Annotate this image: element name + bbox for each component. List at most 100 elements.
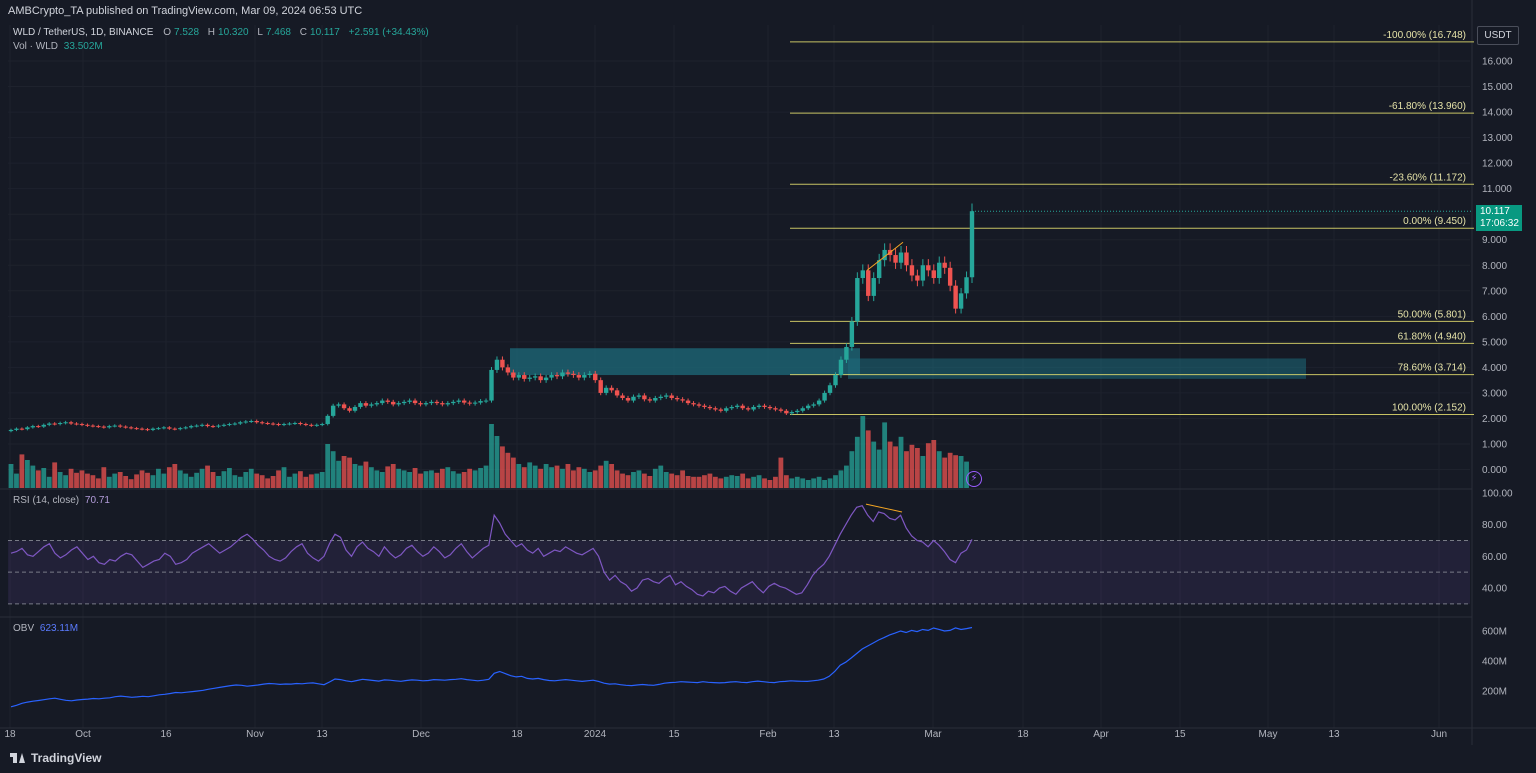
volume-bar — [598, 465, 604, 488]
candle-body — [838, 359, 844, 376]
volume-bar — [429, 470, 434, 488]
volume-bar — [914, 448, 920, 488]
candle-body — [418, 403, 423, 405]
volume-bar — [68, 468, 74, 488]
candle-body — [243, 421, 248, 423]
volume-bar — [254, 473, 260, 488]
volume-bar — [898, 436, 904, 488]
volume-bar — [259, 475, 265, 488]
volume-bar — [172, 464, 178, 488]
candle-body — [68, 422, 74, 424]
x-tick-label: 18 — [511, 729, 523, 740]
volume-bar — [128, 479, 134, 488]
demand-zone-right — [848, 358, 1306, 379]
symbol-label[interactable]: WLD / TetherUS, 1D, BINANCE — [13, 27, 154, 38]
candle-body — [494, 359, 500, 370]
fib-level-label: 61.80% (4.940) — [1398, 331, 1466, 342]
volume-bar — [445, 467, 451, 488]
volume-bar — [472, 470, 478, 488]
volume-bar — [161, 473, 167, 488]
candle-body — [560, 372, 565, 377]
volume-bar — [358, 465, 363, 488]
candle-body — [85, 424, 90, 426]
volume-bar — [576, 467, 582, 488]
obv-tick-label: 400M — [1482, 657, 1507, 668]
obv-label[interactable]: OBV — [13, 623, 35, 634]
candle-body — [320, 424, 325, 426]
x-tick-label: 18 — [4, 729, 16, 740]
volume-bar — [308, 474, 314, 488]
candle-body — [161, 427, 167, 429]
volume-bar — [352, 464, 358, 488]
candle-body — [412, 400, 418, 404]
candle-body — [423, 403, 429, 405]
currency-selector[interactable]: USDT — [1477, 26, 1519, 45]
rsi-tick-label: 80.00 — [1482, 520, 1507, 531]
rsi-label[interactable]: RSI (14, close) — [13, 495, 80, 506]
volume-bar — [41, 468, 47, 488]
x-tick-label: Nov — [246, 729, 264, 740]
candle-body — [647, 399, 653, 401]
volume-label[interactable]: Vol · WLD — [13, 41, 59, 52]
change-value: +2.591 (+34.43%) — [348, 27, 429, 38]
candle-body — [172, 428, 178, 430]
candle-body — [702, 405, 707, 407]
volume-bar — [751, 476, 756, 488]
candle-body — [778, 409, 784, 411]
candle-body — [259, 422, 265, 424]
volume-bar — [756, 475, 762, 488]
x-tick-label: 2024 — [584, 729, 607, 740]
volume-bar — [581, 468, 587, 488]
tradingview-logo[interactable]: TradingView — [10, 751, 101, 765]
volume-bar — [150, 475, 156, 488]
candle-body — [685, 400, 691, 404]
candle-body — [871, 278, 876, 296]
obv-line — [10, 626, 973, 708]
volume-bar — [106, 476, 112, 488]
volume-bar — [221, 471, 227, 488]
volume-bar — [669, 473, 675, 488]
volume-bar — [500, 446, 505, 488]
candle-body — [194, 425, 199, 427]
candle-body — [947, 267, 953, 286]
candle-body — [63, 422, 68, 424]
open-label: O — [163, 27, 171, 38]
volume-bar — [838, 470, 844, 488]
price-tick-label: 4.000 — [1482, 363, 1507, 374]
candle-body — [118, 425, 123, 427]
candle-body — [795, 410, 800, 413]
volume-bar — [521, 467, 527, 488]
candle-body — [407, 400, 412, 402]
candle-body — [909, 265, 915, 276]
candle-body — [898, 252, 904, 263]
volume-bar — [936, 451, 942, 488]
volume-bar — [494, 436, 500, 488]
lightning-icon[interactable]: ⚡ — [966, 471, 982, 487]
volume-bar — [849, 451, 855, 488]
rsi-tick-label: 100.00 — [1482, 489, 1513, 500]
volume-bar — [767, 480, 773, 488]
candle-body — [511, 372, 516, 378]
candle-body — [25, 427, 30, 430]
price-legend: WLD / TetherUS, 1D, BINANCE O 7.528 H 10.3… — [13, 27, 432, 38]
candle-body — [298, 423, 303, 425]
candle-body — [915, 275, 920, 281]
volume-bar — [177, 470, 183, 488]
volume-bar — [35, 470, 41, 488]
candle-body — [183, 427, 188, 429]
candle-body — [221, 424, 227, 426]
volume-bar — [489, 424, 494, 488]
obv-value: 623.11M — [39, 623, 79, 634]
footer-brand: TradingView — [31, 751, 102, 765]
volume-bar — [363, 461, 369, 488]
fib-level-label: 100.00% (2.152) — [1392, 403, 1466, 414]
volume-bar — [641, 473, 647, 488]
bar-countdown: 17:06:32 — [1480, 218, 1519, 229]
volume-bar — [117, 472, 123, 488]
candle-body — [642, 395, 647, 400]
volume-bar — [631, 472, 636, 488]
volume-bar — [63, 475, 69, 488]
volume-bar — [554, 465, 560, 488]
volume-bar — [79, 470, 85, 488]
